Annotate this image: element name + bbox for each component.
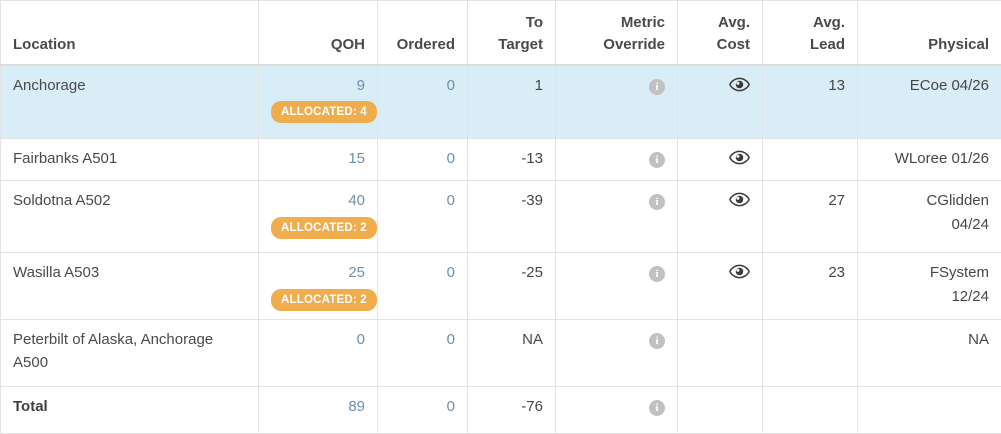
ordered-cell: 0	[378, 253, 468, 320]
eye-icon[interactable]	[729, 192, 750, 207]
info-icon[interactable]: i	[649, 266, 665, 282]
total-avg-lead-cell	[763, 387, 858, 434]
qoh-cell: 40 ALLOCATED: 2	[259, 181, 378, 253]
eye-icon[interactable]	[729, 264, 750, 279]
allocated-badge: ALLOCATED: 2	[271, 217, 377, 240]
metric-override-cell: i	[556, 320, 678, 387]
avg-cost-cell	[678, 253, 763, 320]
qoh-value: 15	[348, 150, 365, 167]
physical-cell: ECoe 04/26	[858, 65, 1001, 139]
eye-icon[interactable]	[729, 77, 750, 92]
info-icon[interactable]: i	[649, 152, 665, 168]
column-header-metric-override: Metric Override	[556, 1, 678, 65]
avg-lead-cell: 23	[763, 253, 858, 320]
table-row-wasilla-a503[interactable]: Wasilla A503 25 ALLOCATED: 2 0 -25 i 23 …	[1, 253, 1001, 320]
qoh-cell: 15	[259, 139, 378, 181]
total-label-cell: Total	[1, 387, 259, 434]
qoh-value: 40	[348, 192, 365, 209]
location-cell: Wasilla A503	[1, 253, 259, 320]
physical-cell: NA	[858, 320, 1001, 387]
table-row-fairbanks-a501[interactable]: Fairbanks A501 15 0 -13 i WLoree 01/26	[1, 139, 1001, 181]
avg-lead-cell: 27	[763, 181, 858, 253]
to-target-cell: NA	[468, 320, 556, 387]
metric-override-cell: i	[556, 253, 678, 320]
table-row-peterbilt-of-alaska-anchorage-a500[interactable]: Peterbilt of Alaska, Anchorage A500 0 0 …	[1, 320, 1001, 387]
total-avg-cost-cell	[678, 387, 763, 434]
metric-override-cell: i	[556, 139, 678, 181]
column-header-ordered: Ordered	[378, 1, 468, 65]
qoh-cell: 0	[259, 320, 378, 387]
column-header-location: Location	[1, 1, 259, 65]
avg-cost-cell	[678, 320, 763, 387]
eye-icon[interactable]	[729, 150, 750, 165]
info-icon[interactable]: i	[649, 333, 665, 349]
metric-override-cell: i	[556, 65, 678, 139]
avg-lead-cell	[763, 139, 858, 181]
ordered-cell: 0	[378, 65, 468, 139]
location-cell: Anchorage	[1, 65, 259, 139]
total-qoh-cell: 89	[259, 387, 378, 434]
avg-cost-cell	[678, 139, 763, 181]
allocated-badge: ALLOCATED: 2	[271, 289, 377, 312]
qoh-cell: 25 ALLOCATED: 2	[259, 253, 378, 320]
to-target-cell: -25	[468, 253, 556, 320]
to-target-cell: 1	[468, 65, 556, 139]
total-metric-override-cell: i	[556, 387, 678, 434]
avg-lead-cell: 13	[763, 65, 858, 139]
info-icon[interactable]: i	[649, 400, 665, 416]
column-header-avg-cost: Avg. Cost	[678, 1, 763, 65]
qoh-value: 0	[357, 331, 365, 348]
to-target-cell: -13	[468, 139, 556, 181]
to-target-cell: -39	[468, 181, 556, 253]
avg-cost-cell	[678, 181, 763, 253]
qoh-cell: 9 ALLOCATED: 4	[259, 65, 378, 139]
qoh-value: 25	[348, 264, 365, 281]
ordered-cell: 0	[378, 320, 468, 387]
metric-override-cell: i	[556, 181, 678, 253]
table-row-soldotna-a502[interactable]: Soldotna A502 40 ALLOCATED: 2 0 -39 i 27…	[1, 181, 1001, 253]
column-header-physical: Physical	[858, 1, 1001, 65]
allocated-badge: ALLOCATED: 4	[271, 101, 377, 124]
column-header-qoh: QOH	[259, 1, 378, 65]
info-icon[interactable]: i	[649, 79, 665, 95]
location-cell: Peterbilt of Alaska, Anchorage A500	[1, 320, 259, 387]
header-row: Location QOH Ordered To Target Metric Ov…	[1, 1, 1001, 65]
physical-cell: CGlidden 04/24	[858, 181, 1001, 253]
ordered-cell: 0	[378, 181, 468, 253]
column-header-to-target: To Target	[468, 1, 556, 65]
column-header-avg-lead: Avg. Lead	[763, 1, 858, 65]
total-physical-cell	[858, 387, 1001, 434]
location-cell: Soldotna A502	[1, 181, 259, 253]
ordered-cell: 0	[378, 139, 468, 181]
location-cell: Fairbanks A501	[1, 139, 259, 181]
physical-cell: FSystem 12/24	[858, 253, 1001, 320]
table-row-total: Total 89 0 -76 i	[1, 387, 1001, 434]
total-ordered-cell: 0	[378, 387, 468, 434]
physical-cell: WLoree 01/26	[858, 139, 1001, 181]
qoh-value: 9	[357, 77, 365, 94]
info-icon[interactable]: i	[649, 194, 665, 210]
table-row-anchorage[interactable]: Anchorage 9 ALLOCATED: 4 0 1 i 13 ECoe 0…	[1, 65, 1001, 139]
avg-cost-cell	[678, 65, 763, 139]
total-to-target-cell: -76	[468, 387, 556, 434]
avg-lead-cell	[763, 320, 858, 387]
